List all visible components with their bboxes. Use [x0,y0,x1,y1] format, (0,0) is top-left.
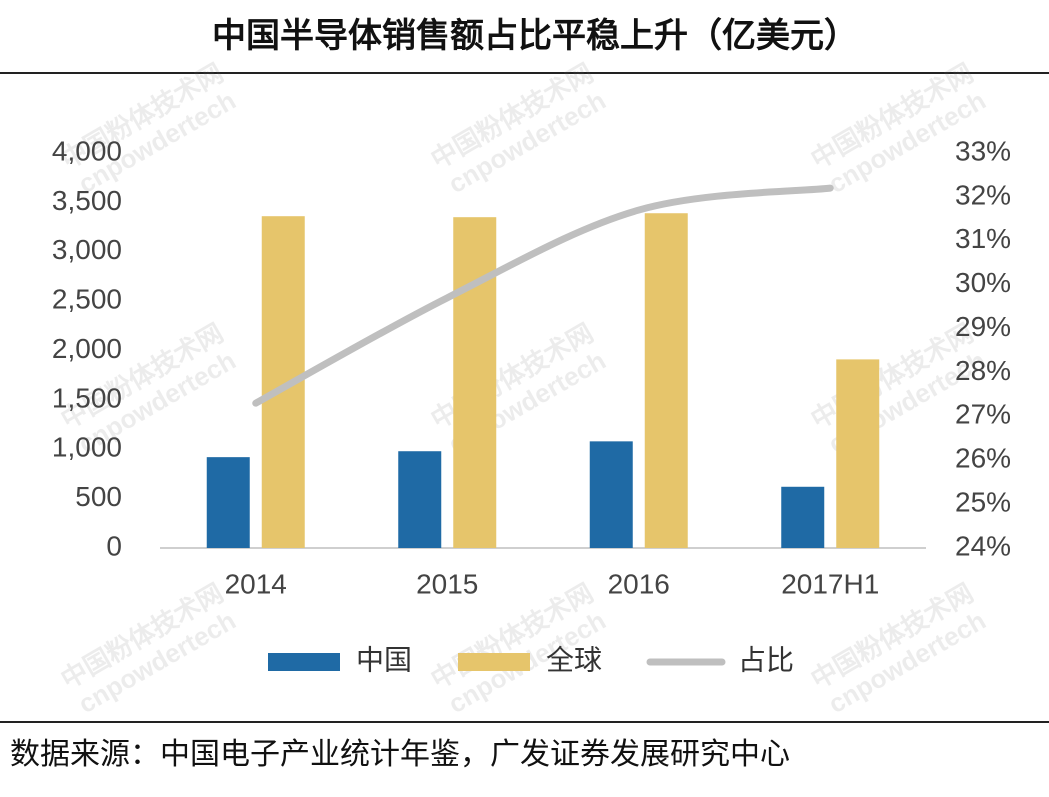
legend-swatch [458,653,530,671]
bar [398,451,442,548]
y-tick-label: 3,000 [52,234,122,265]
y2-tick-label: 29% [955,311,1011,342]
y2-tick-label: 31% [955,223,1011,254]
y2-tick-label: 33% [955,135,1011,166]
bar [206,457,250,548]
source: 数据来源：中国电子产业统计年鉴，广发证券发展研究中心 [10,738,790,771]
y-tick-label: 2,500 [52,284,122,315]
y-tick-label: 500 [75,481,122,512]
x-tick-label: 2015 [416,568,478,599]
y2-tick-label: 32% [955,179,1011,210]
legend-label: 全球 [546,644,602,675]
bar [589,441,633,548]
y-tick-label: 1,000 [52,432,122,463]
legend-label: 占比 [738,644,794,675]
y2-tick-label: 26% [955,443,1011,474]
line [252,184,834,407]
y-tick-label: 4,000 [52,135,122,166]
y-tick-label: 1,500 [52,382,122,413]
y-tick-label: 0 [106,530,122,561]
legend-swatch [268,653,340,671]
y-tick-label: 2,000 [52,333,122,364]
bar [644,213,688,549]
x-tick-label: 2016 [608,568,670,599]
y2-tick-label: 25% [955,487,1011,518]
x-tick-label: 2014 [225,568,287,599]
bar [453,217,497,548]
y2-tick-label: 24% [955,530,1011,561]
legend-label: 中国 [356,644,412,675]
x-tick-label: 2017H1 [781,568,879,599]
chart-title: 中国半导体销售额占比平稳上升（亿美元） [212,16,858,55]
bar [781,486,825,548]
y-tick-label: 3,500 [52,185,122,216]
y2-tick-label: 28% [955,355,1011,386]
y2-tick-label: 27% [955,399,1011,430]
y2-tick-label: 30% [955,267,1011,298]
bar [836,359,880,548]
